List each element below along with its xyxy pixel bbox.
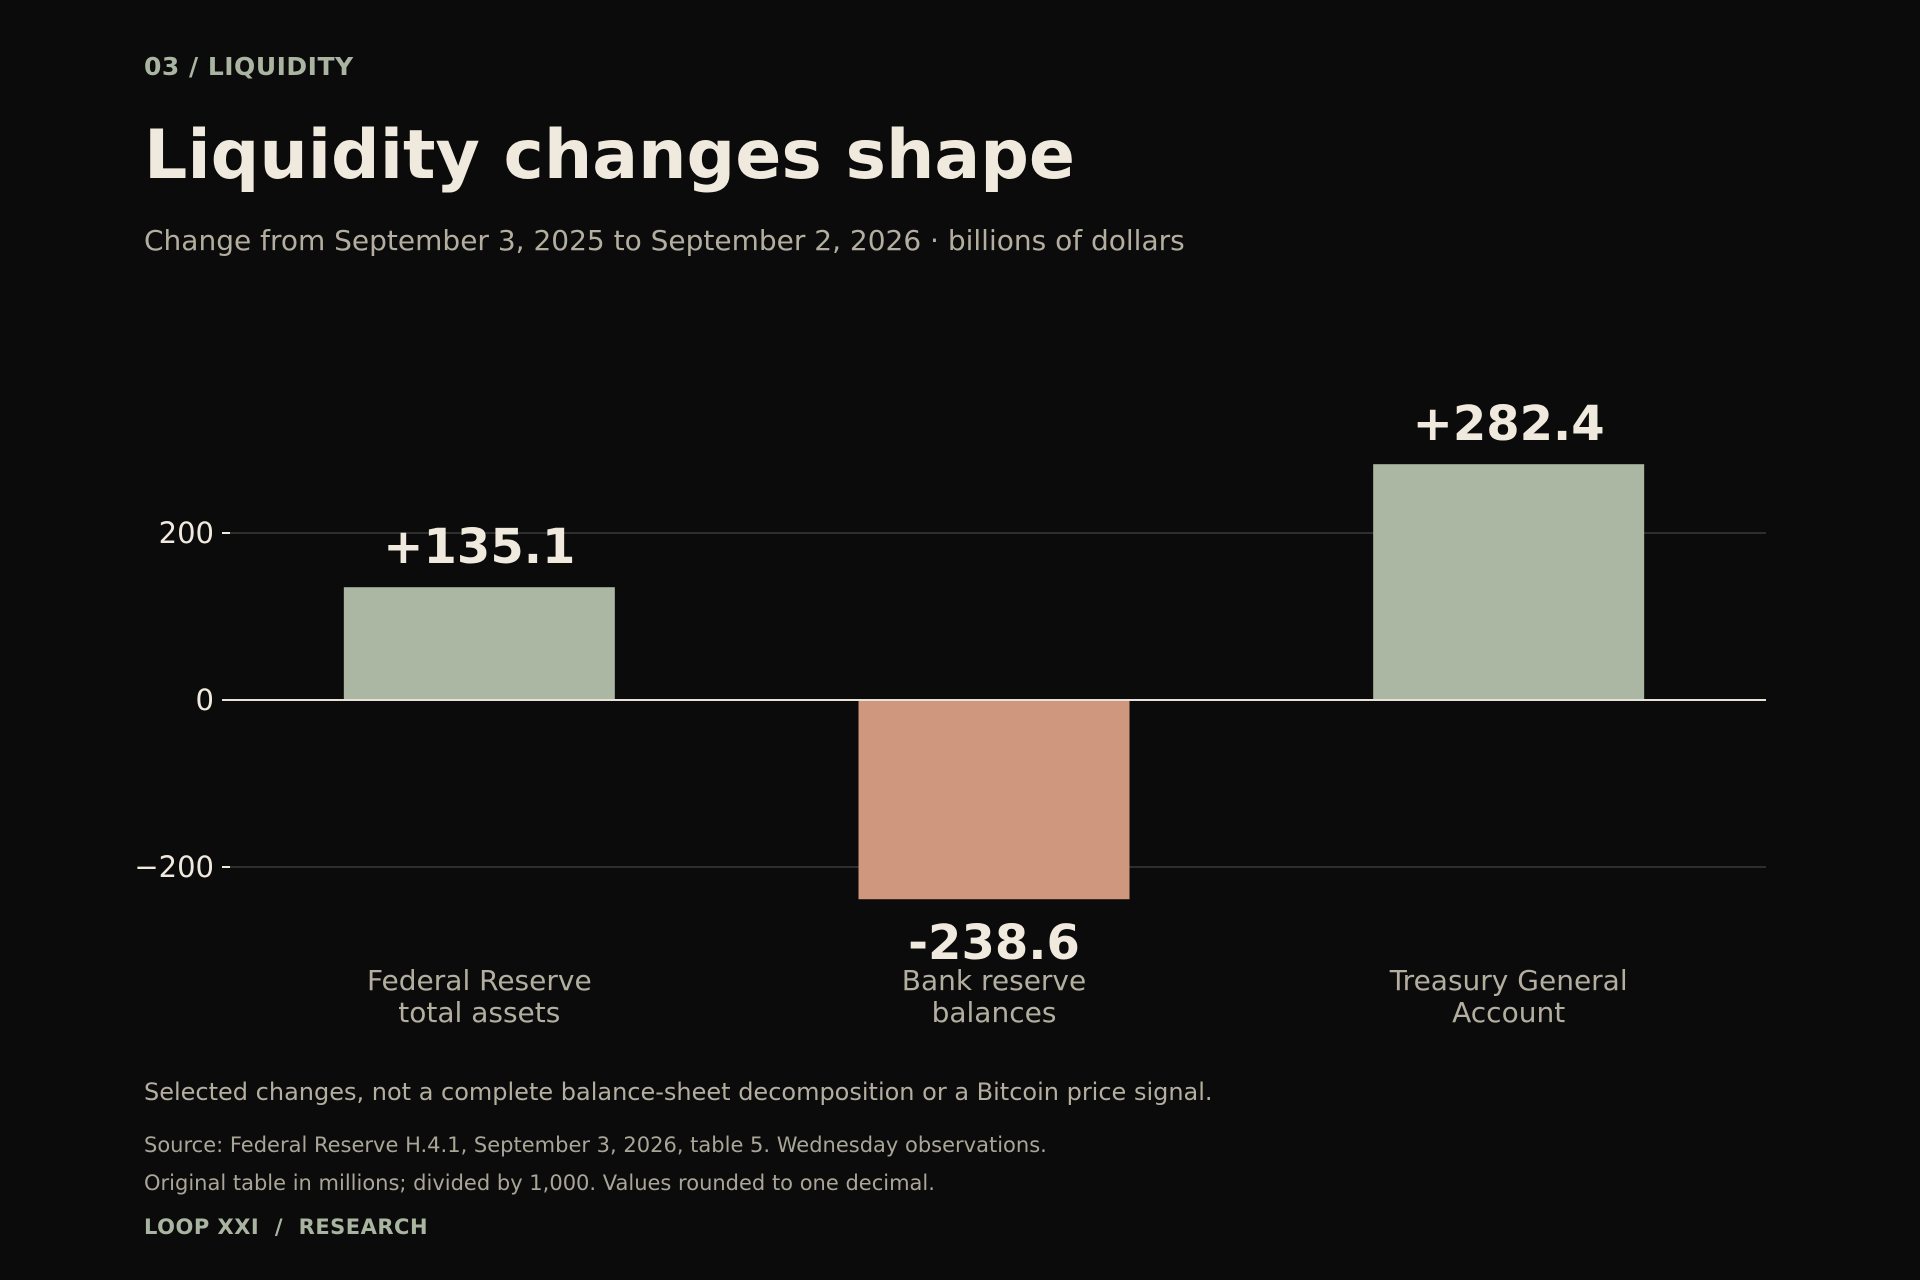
category-label: Treasury General Account [1389, 964, 1628, 1029]
category-label: Federal Reserve total assets [367, 964, 592, 1029]
brand-footer: LOOP XXI / RESEARCH [144, 1215, 429, 1239]
page-title: Liquidity changes shape [144, 116, 1076, 195]
source-note: Source: Federal Reserve H.4.1, September… [144, 1133, 1047, 1157]
bar [1373, 464, 1645, 700]
category-label: Bank reserve balances [902, 964, 1086, 1029]
section-label: 03 / LIQUIDITY [144, 52, 354, 81]
bar-value-label: +282.4 [1413, 396, 1605, 452]
y-tick-label: −200 [134, 850, 214, 884]
page-subtitle: Change from September 3, 2025 to Septemb… [144, 224, 1185, 257]
bar-value-label: +135.1 [383, 519, 575, 575]
method-note: Original table in millions; divided by 1… [144, 1171, 935, 1195]
bar [858, 700, 1130, 900]
bar-value-label: -238.6 [908, 915, 1080, 971]
y-tick-label: 0 [196, 683, 214, 717]
chart-footnote: Selected changes, not a complete balance… [144, 1078, 1213, 1106]
bar [343, 587, 615, 700]
y-tick-label: 200 [159, 516, 214, 550]
